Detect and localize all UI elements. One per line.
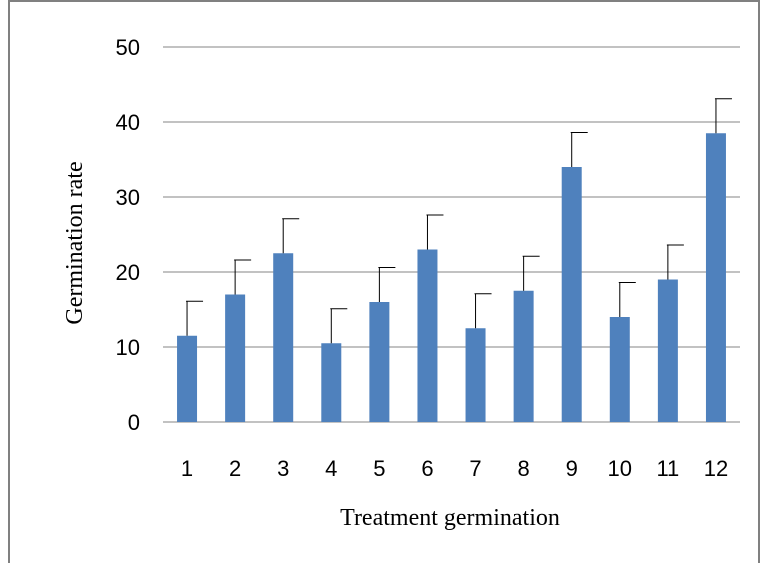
bar: [273, 253, 294, 422]
bar: [513, 290, 534, 422]
bar: [657, 279, 678, 422]
chart-frame: [8, 0, 760, 563]
x-tick-label: 8: [518, 456, 530, 481]
x-tick-label: 2: [229, 456, 241, 481]
bar: [705, 133, 726, 422]
bar: [321, 343, 342, 422]
bar: [561, 167, 582, 422]
x-axis-title: Treatment germination: [340, 505, 560, 531]
x-tick-label: 10: [608, 456, 632, 481]
y-tick-label: 50: [116, 35, 140, 60]
x-tick-label: 3: [277, 456, 289, 481]
x-tick-label: 4: [325, 456, 337, 481]
error-bars: [186, 98, 732, 344]
bar: [225, 294, 246, 422]
y-axis-title: Germination rate: [62, 161, 88, 324]
bar: [417, 249, 438, 422]
x-tick-label: 6: [421, 456, 433, 481]
x-tick-label: 9: [566, 456, 578, 481]
x-tick-label: 12: [704, 456, 728, 481]
gridlines: [163, 46, 740, 423]
bar: [369, 302, 390, 422]
bar: [465, 328, 486, 422]
y-tick-label: 10: [116, 335, 140, 360]
x-tick-label: 5: [373, 456, 385, 481]
bar: [177, 335, 198, 422]
y-tick-labels: 0 10 20 30 40 50: [116, 35, 140, 435]
y-tick-label: 40: [116, 110, 140, 135]
y-tick-label: 0: [128, 410, 140, 435]
x-tick-label: 11: [656, 456, 679, 481]
bar: [609, 317, 630, 422]
y-tick-label: 30: [116, 185, 140, 210]
y-tick-label: 20: [116, 260, 140, 285]
x-tick-label: 1: [181, 456, 193, 481]
x-tick-label: 7: [469, 456, 481, 481]
x-tick-labels: 1 2 3 4 5 6 7 8 9 10 11 12: [181, 456, 728, 481]
bars: [177, 133, 726, 422]
